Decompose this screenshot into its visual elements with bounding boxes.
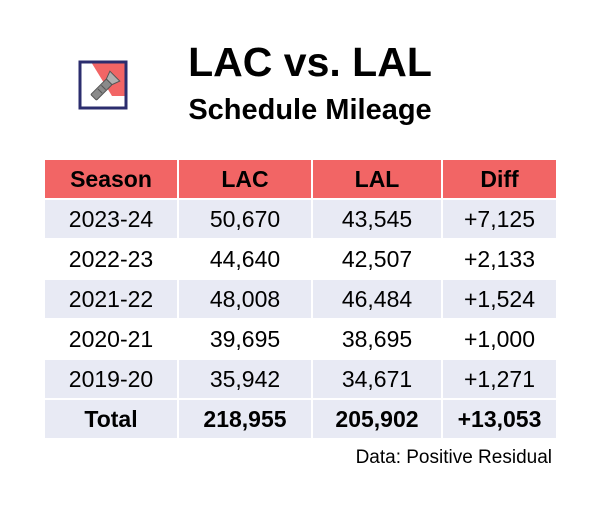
column-header-lac: LAC — [177, 158, 313, 200]
diff-cell: +1,000 — [441, 318, 558, 360]
lal-cell: 34,671 — [311, 358, 443, 400]
diff-cell: +1,524 — [441, 278, 558, 320]
lac-cell: 48,008 — [177, 278, 313, 320]
column-header-diff: Diff — [441, 158, 558, 200]
mileage-table: Season LAC LAL Diff 2023-24 50,670 43,54… — [43, 158, 558, 440]
lac-cell: 44,640 — [177, 238, 313, 280]
table-header-row: Season LAC LAL Diff — [43, 158, 558, 200]
total-label-cell: Total — [43, 398, 179, 440]
lal-cell: 38,695 — [311, 318, 443, 360]
flashlight-icon — [78, 60, 134, 116]
lac-cell: 39,695 — [177, 318, 313, 360]
page-title: LAC vs. LAL — [188, 39, 432, 85]
diff-cell: +7,125 — [441, 198, 558, 240]
season-cell: 2019-20 — [43, 358, 179, 400]
lal-cell: 42,507 — [311, 238, 443, 280]
page-subtitle: Schedule Mileage — [188, 94, 432, 126]
table-row: 2021-22 48,008 46,484 +1,524 — [43, 278, 558, 320]
table-row: 2022-23 44,640 42,507 +2,133 — [43, 238, 558, 280]
table-row: 2019-20 35,942 34,671 +1,271 — [43, 358, 558, 400]
season-cell: 2021-22 — [43, 278, 179, 320]
column-header-lal: LAL — [311, 158, 443, 200]
table-row: 2020-21 39,695 38,695 +1,000 — [43, 318, 558, 360]
season-cell: 2023-24 — [43, 198, 179, 240]
column-header-season: Season — [43, 158, 179, 200]
season-cell: 2020-21 — [43, 318, 179, 360]
total-diff-cell: +13,053 — [441, 398, 558, 440]
diff-cell: +2,133 — [441, 238, 558, 280]
diff-cell: +1,271 — [441, 358, 558, 400]
season-cell: 2022-23 — [43, 238, 179, 280]
total-lal-cell: 205,902 — [311, 398, 443, 440]
lal-cell: 46,484 — [311, 278, 443, 320]
lac-cell: 35,942 — [177, 358, 313, 400]
data-source-note: Data: Positive Residual — [355, 447, 552, 468]
table-row: 2023-24 50,670 43,545 +7,125 — [43, 198, 558, 240]
lal-cell: 43,545 — [311, 198, 443, 240]
total-lac-cell: 218,955 — [177, 398, 313, 440]
lac-cell: 50,670 — [177, 198, 313, 240]
table-total-row: Total 218,955 205,902 +13,053 — [43, 398, 558, 440]
